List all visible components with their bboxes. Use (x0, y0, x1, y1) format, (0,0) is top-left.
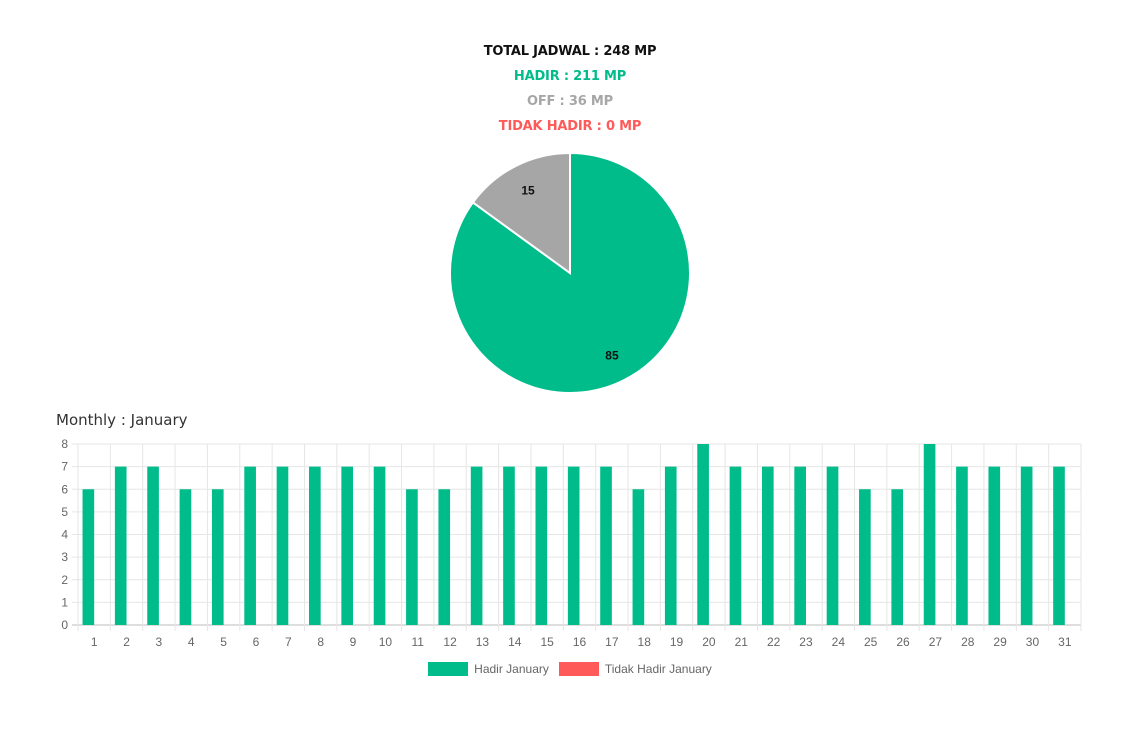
y-tick-label: 3 (61, 550, 68, 564)
bar[interactable] (211, 489, 224, 625)
pie-chart: 85 15 (449, 151, 691, 394)
monthly-title: Monthly : January (56, 411, 188, 429)
bar[interactable] (761, 466, 774, 625)
bar[interactable] (373, 466, 386, 625)
pie-slice[interactable] (471, 151, 571, 275)
y-tick-label: 5 (61, 505, 68, 519)
bar[interactable] (891, 489, 904, 625)
bar[interactable] (697, 444, 709, 625)
bar[interactable] (147, 466, 159, 625)
off-label: OFF : 36 MP (527, 94, 613, 109)
y-tick-label: 0 (61, 618, 68, 632)
y-tick-label: 1 (61, 595, 68, 609)
x-tick-label: 1 (91, 635, 98, 649)
x-tick-label: 28 (961, 635, 975, 649)
x-tick-label: 14 (508, 635, 522, 649)
chart-legend: Hadir January Tidak Hadir January (0, 662, 1140, 676)
x-tick-label: 11 (411, 635, 424, 649)
x-tick-label: 18 (638, 635, 652, 649)
x-tick-label: 27 (929, 635, 943, 649)
legend-swatch-tidak-hadir (558, 662, 599, 676)
bar[interactable] (309, 466, 321, 625)
y-tick-label: 7 (61, 460, 68, 474)
x-tick-label: 6 (253, 635, 260, 649)
x-tick-label: 2 (123, 635, 130, 649)
x-tick-label: 25 (864, 635, 878, 649)
x-tick-label: 4 (188, 635, 195, 649)
x-tick-label: 17 (605, 635, 619, 649)
x-tick-label: 3 (156, 635, 163, 649)
x-tick-label: 10 (379, 635, 393, 649)
bar[interactable] (503, 466, 515, 625)
x-tick-label: 31 (1058, 635, 1072, 649)
bar[interactable] (82, 489, 95, 625)
x-tick-label: 9 (350, 635, 357, 649)
legend-item-hadir[interactable]: Hadir January (428, 662, 549, 676)
x-tick-label: 8 (317, 635, 324, 649)
y-tick-label: 2 (61, 573, 68, 587)
y-tick-label: 8 (61, 437, 68, 451)
legend-swatch-hadir (428, 662, 469, 676)
hadir-label: HADIR : 211 MP (513, 69, 627, 84)
pie-slice-label: 85 (605, 348, 619, 362)
bar[interactable] (1020, 466, 1033, 625)
y-tick-label: 6 (61, 482, 68, 496)
bar[interactable] (341, 466, 354, 625)
x-tick-label: 15 (540, 635, 554, 649)
legend-item-tidak-hadir[interactable]: Tidak Hadir January (558, 662, 712, 676)
legend-label-hadir: Hadir January (474, 662, 549, 676)
bar[interactable] (244, 466, 256, 625)
x-tick-label: 16 (573, 635, 587, 649)
bar[interactable] (956, 466, 968, 625)
bar[interactable] (1053, 466, 1065, 625)
bar[interactable] (600, 466, 612, 625)
bar[interactable] (535, 466, 548, 625)
bar[interactable] (470, 466, 483, 625)
bar[interactable] (729, 466, 742, 625)
tidak-hadir-label: TIDAK HADIR : 0 MP (498, 119, 642, 134)
x-tick-label: 23 (799, 635, 813, 649)
bar[interactable] (632, 489, 645, 625)
bar[interactable] (923, 444, 936, 625)
y-tick-label: 4 (61, 528, 68, 542)
pie-slice-label: 15 (521, 184, 535, 198)
bar[interactable] (438, 489, 451, 625)
bar[interactable] (664, 466, 677, 625)
x-tick-label: 12 (443, 635, 457, 649)
legend-label-tidak-hadir: Tidak Hadir January (604, 662, 712, 676)
bar[interactable] (179, 489, 192, 625)
bar[interactable] (859, 489, 871, 625)
x-tick-label: 13 (476, 635, 490, 649)
x-tick-label: 19 (670, 635, 684, 649)
x-tick-label: 29 (993, 635, 1007, 649)
x-tick-label: 7 (285, 635, 292, 649)
bar[interactable] (794, 466, 806, 625)
x-tick-label: 21 (735, 635, 749, 649)
x-tick-label: 24 (832, 635, 846, 649)
x-tick-label: 22 (767, 635, 781, 649)
x-tick-label: 5 (220, 635, 227, 649)
bar[interactable] (406, 489, 418, 625)
bar[interactable] (567, 466, 580, 625)
bar[interactable] (826, 466, 839, 625)
x-tick-label: 20 (702, 635, 716, 649)
total-jadwal-label: TOTAL JADWAL : 248 MP (483, 44, 657, 59)
x-tick-label: 26 (896, 635, 910, 649)
x-tick-label: 30 (1026, 635, 1040, 649)
bar[interactable] (114, 466, 127, 625)
bar[interactable] (276, 466, 289, 625)
bar[interactable] (988, 466, 1001, 625)
